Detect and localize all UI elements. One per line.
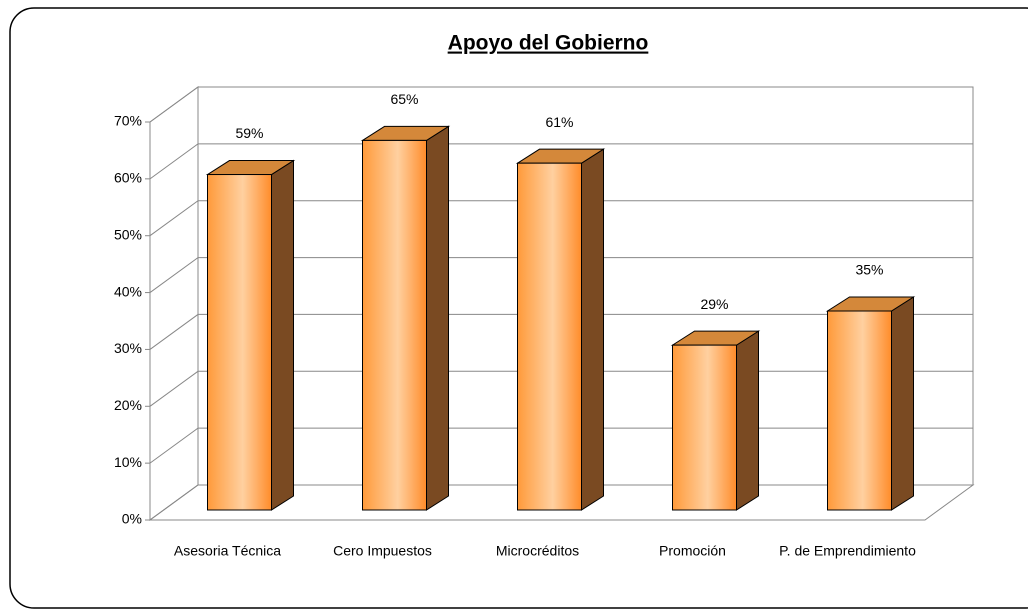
bar [362, 139, 427, 511]
value-label: 29% [700, 296, 728, 312]
side-wall [149, 86, 199, 521]
bar-side [891, 296, 914, 511]
value-label: 65% [390, 91, 418, 107]
grid-line [149, 86, 973, 123]
x-tick-label: Promoción [659, 543, 726, 559]
y-tick-label: 60% [114, 170, 142, 186]
chart-title: Apoyo del Gobierno [448, 32, 649, 55]
y-tick-label: 50% [114, 226, 142, 242]
bar-side [736, 330, 759, 511]
value-label: 59% [235, 125, 263, 141]
x-tick-label: Cero Impuestos [333, 543, 432, 559]
value-label: 61% [545, 114, 573, 130]
y-tick-label: 70% [114, 113, 142, 129]
bar [517, 162, 582, 511]
grid-line [149, 200, 973, 237]
value-label: 35% [855, 262, 883, 278]
grid-line [149, 313, 973, 350]
y-tick-label: 30% [114, 340, 142, 356]
bar-side [271, 159, 294, 511]
bar-side [426, 125, 449, 511]
grid-line [149, 143, 973, 180]
bar-side [581, 148, 604, 511]
x-tick-label: P. de Emprendimiento [779, 543, 916, 559]
bar [207, 174, 272, 511]
y-tick-label: 20% [114, 397, 142, 413]
grid-line [149, 257, 973, 293]
y-tick-label: 0% [122, 511, 142, 527]
x-tick-label: Asesoria Técnica [174, 543, 281, 559]
y-tick-label: 10% [114, 454, 142, 470]
y-tick-label: 40% [114, 283, 142, 299]
x-tick-label: Microcréditos [496, 543, 579, 559]
bar [827, 310, 892, 511]
bar [672, 344, 737, 511]
